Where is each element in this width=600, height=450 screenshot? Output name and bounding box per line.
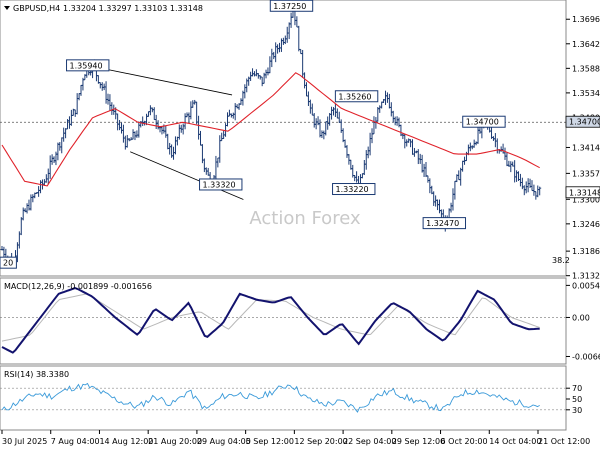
fib-level-label: 38.2	[552, 256, 570, 265]
price-axis-label: 1.33575	[572, 169, 600, 178]
price-marker-label: 1.34700	[569, 118, 600, 127]
price-annotation-label: 1.34700	[466, 118, 499, 127]
x-axis-label: 14 Aug 12:00	[99, 437, 153, 446]
price-marker-box	[565, 186, 600, 199]
rsi-axis-label: 50	[572, 395, 582, 404]
x-axis-label: 30 Jul 2025	[2, 437, 47, 446]
price-axis-label: 1.31325	[572, 272, 600, 281]
price-annotation-box	[269, 0, 314, 12]
symbol-timeframe: GBPUSD,H4	[13, 4, 60, 13]
rsi-panel: 70 50 30	[0, 382, 582, 415]
watermark: Action Forex	[249, 208, 361, 229]
price-axis-label: 1.35345	[572, 89, 600, 98]
price-annotation-label: 1.37250	[273, 2, 306, 11]
macd-axis-label: 0.005427	[572, 281, 600, 290]
rsi-axis-label: 30	[572, 406, 582, 415]
price-axis-label: 1.36965	[572, 15, 600, 24]
moving-average-line	[1, 72, 540, 187]
macd-signal-line	[1, 293, 540, 342]
upper-trendline	[89, 65, 233, 96]
rsi-panel-frame	[0, 365, 567, 431]
price-annotation-box	[66, 59, 110, 72]
price-axis-label: 1.34145	[572, 143, 600, 152]
price-marker-label: 1.33148	[569, 188, 600, 197]
macd-axis-label: 0.00	[572, 313, 590, 322]
price-axis-label: 1.33005	[572, 195, 600, 204]
x-axis-label: 29 Sep 12:00	[392, 437, 445, 446]
rsi-axis-label: 70	[572, 384, 582, 393]
macd-axis-label: -0.006603	[572, 352, 600, 361]
x-axis-label: 6 Oct 20:00	[441, 437, 488, 446]
macd-panel-frame	[0, 277, 567, 365]
price-annotation-label: 1.35260	[338, 92, 371, 101]
price-axis-label: 1.35885	[572, 64, 600, 73]
x-axis-label: 5 Sep 12:00	[246, 437, 294, 446]
price-annotation-box	[0, 256, 17, 269]
price-axis-label: 1.32465	[572, 220, 600, 229]
dropdown-triangle-icon[interactable]	[4, 6, 10, 10]
x-axis-label: 22 Sep 04:00	[343, 437, 396, 446]
price-annotation-box	[199, 178, 243, 191]
macd-line	[1, 287, 540, 354]
x-axis-label: 7 Aug 04:00	[51, 437, 100, 446]
price-marker-box	[565, 115, 600, 128]
price-annotation-label: 1.35940	[70, 61, 103, 70]
price-annotation-label: 20	[3, 259, 13, 268]
rsi-line	[1, 382, 540, 413]
price-axis-label: 1.31865	[572, 247, 600, 256]
price-annotation-label: 1.32470	[426, 219, 459, 228]
price-annotation-box	[334, 90, 379, 103]
x-axis-label: 21 Oct 12:00	[538, 437, 590, 446]
price-axis-label: 1.36425	[572, 40, 600, 49]
lower-trendline	[130, 151, 244, 200]
price-annotation-box	[462, 115, 506, 128]
price-annotation-box	[422, 217, 467, 230]
ohlc-readout: 1.33204 1.33297 1.33103 1.33148	[63, 4, 203, 13]
price-panel: 1.369651.364251.358851.353451.348051.341…	[0, 0, 600, 281]
price-annotation-label: 1.33220	[336, 185, 369, 194]
price-annotation-box	[332, 183, 376, 196]
macd-panel: 0.005427 0.00 -0.006603	[0, 281, 600, 361]
x-axis-label: 29 Aug 04:00	[197, 437, 251, 446]
x-axis-label: 14 Oct 04:00	[489, 437, 541, 446]
macd-title: MACD(12,26,9) -0.001899 -0.001656	[4, 282, 152, 291]
price-annotation-label: 1.33320	[203, 180, 236, 189]
price-panel-frame	[0, 0, 567, 277]
rsi-title: RSI(14) 38.3380	[4, 370, 69, 379]
x-axis-label: 21 Aug 20:00	[148, 437, 202, 446]
x-axis-label: 12 Sep 20:00	[294, 437, 347, 446]
